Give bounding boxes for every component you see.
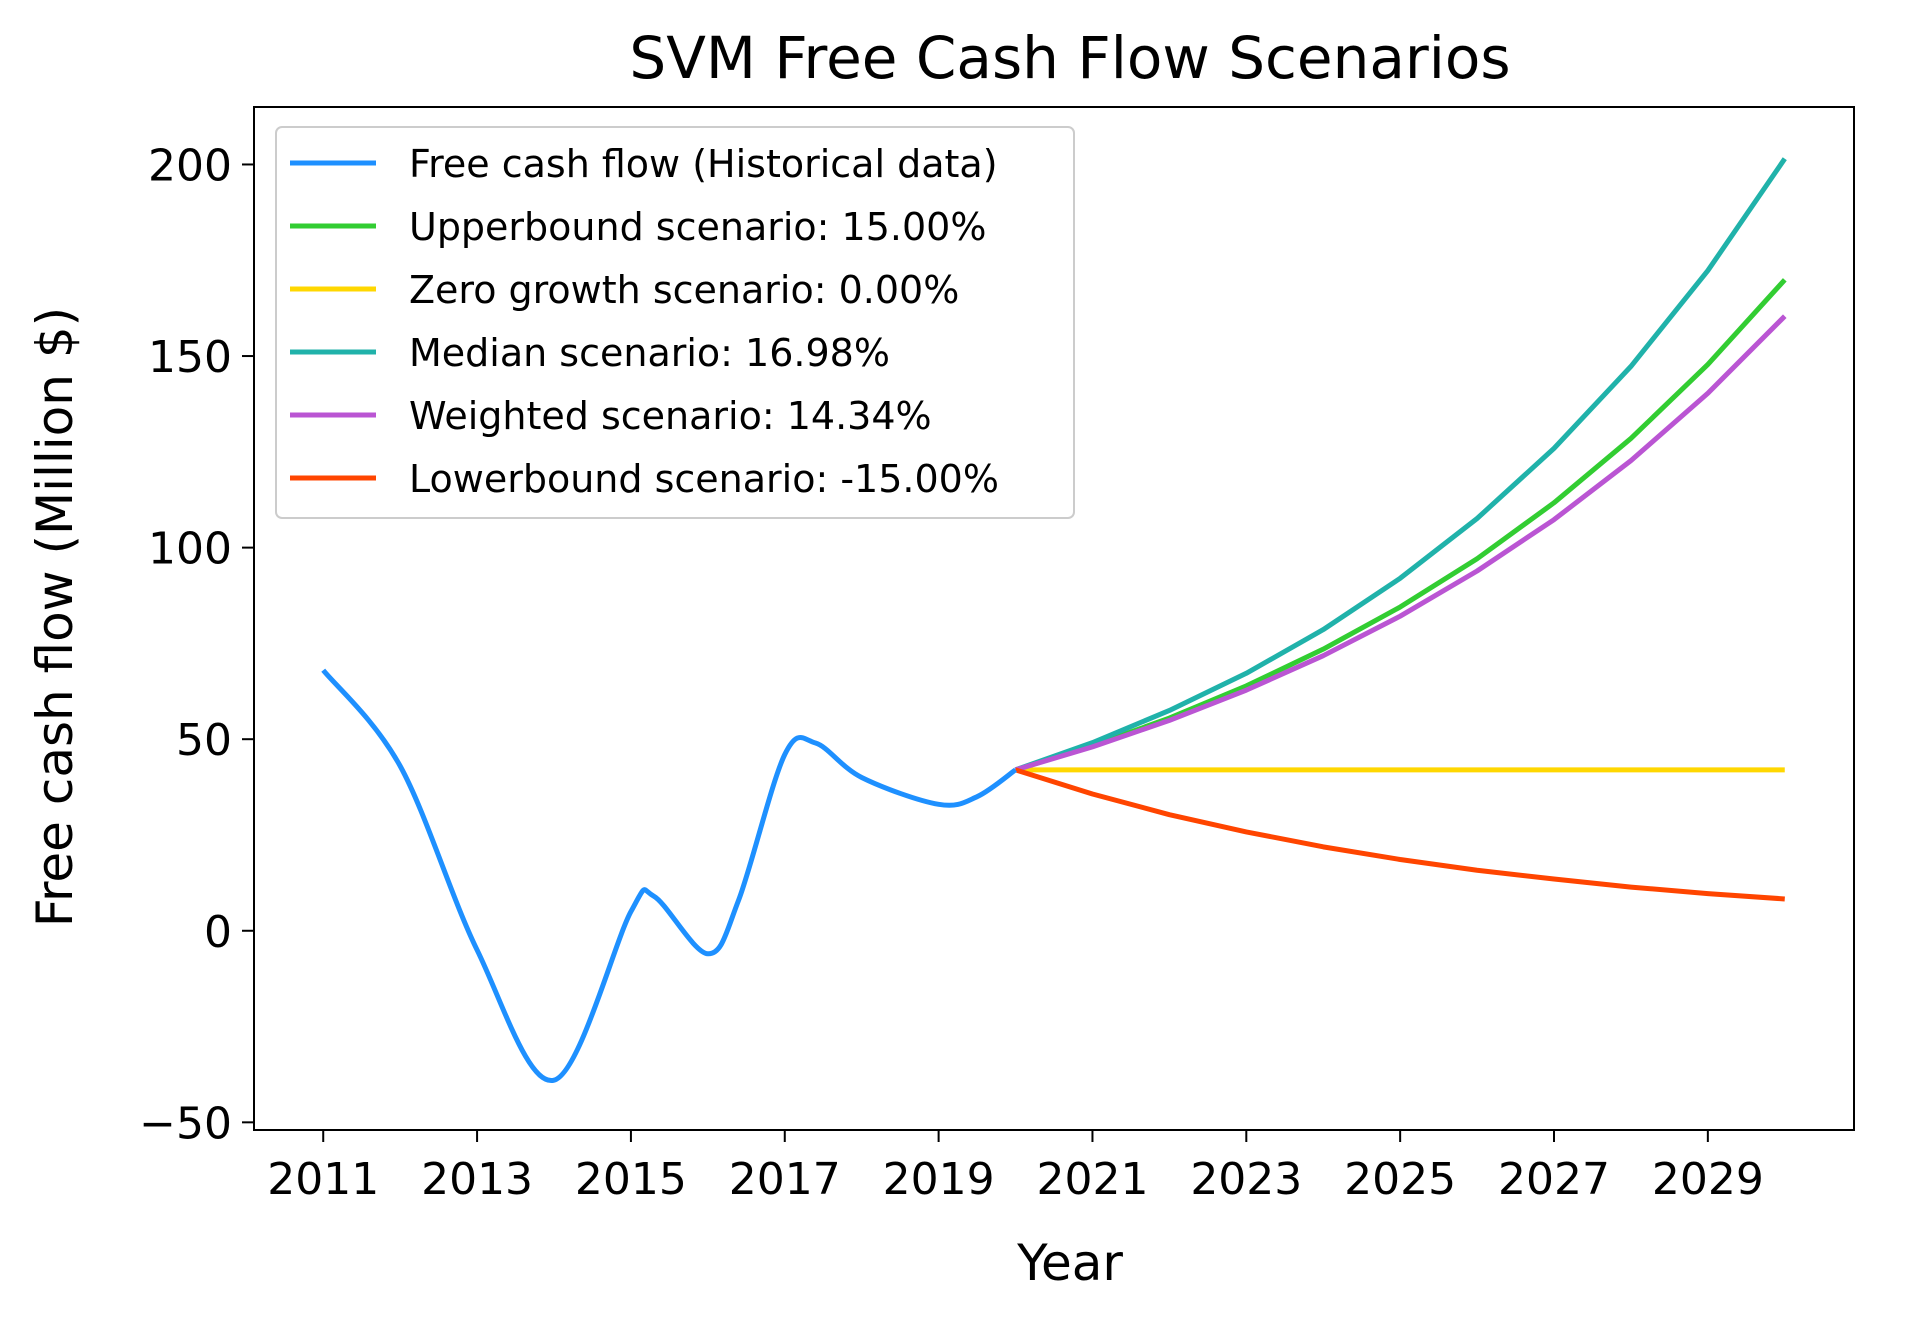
series-line-5 bbox=[1014, 767, 1785, 902]
legend-box bbox=[275, 126, 1075, 519]
x-tick-label: 2017 bbox=[729, 1154, 841, 1205]
x-tick-label: 2025 bbox=[1344, 1154, 1456, 1205]
plot-frame bbox=[253, 106, 1855, 1131]
legend-label: Weighted scenario: 14.34% bbox=[409, 394, 932, 438]
x-tick-label: 2011 bbox=[267, 1154, 379, 1205]
x-axis-label: Year bbox=[1016, 1234, 1123, 1292]
x-tick-label: 2021 bbox=[1036, 1154, 1148, 1205]
x-tick-label: 2029 bbox=[1652, 1154, 1764, 1205]
series-line-4 bbox=[1014, 314, 1787, 773]
y-tick-label: 150 bbox=[148, 332, 232, 383]
legend: Free cash flow (Historical data) Upperbou… bbox=[275, 126, 1075, 519]
y-ticks: −50 0 50 100 150 200 bbox=[139, 140, 254, 1149]
y-tick-label: 0 bbox=[204, 907, 232, 958]
y-tick-label: 50 bbox=[176, 715, 232, 766]
x-tick-label: 2013 bbox=[421, 1154, 533, 1205]
legend-label: Lowerbound scenario: -15.00% bbox=[409, 457, 999, 501]
legend-label: Free cash flow (Historical data) bbox=[409, 142, 998, 186]
x-tick-label: 2023 bbox=[1190, 1154, 1302, 1205]
series-layer bbox=[321, 157, 1787, 1083]
x-tick-label: 2015 bbox=[575, 1154, 687, 1205]
y-tick-label: −50 bbox=[139, 1098, 232, 1149]
series-line-0 bbox=[321, 668, 1018, 1083]
legend-label: Zero growth scenario: 0.00% bbox=[409, 268, 959, 312]
legend-label: Median scenario: 16.98% bbox=[409, 331, 890, 375]
legend-label: Upperbound scenario: 15.00% bbox=[409, 205, 986, 249]
y-tick-label: 100 bbox=[148, 524, 232, 575]
x-tick-label: 2019 bbox=[883, 1154, 995, 1205]
chart-title: SVM Free Cash Flow Scenarios bbox=[629, 24, 1510, 92]
y-tick-label: 200 bbox=[148, 140, 232, 191]
x-ticks: 2011 2013 2015 2017 2019 2021 2023 2025 2027 2029 bbox=[267, 1130, 1764, 1205]
y-axis-label: Free cash flow (Million $) bbox=[26, 307, 84, 927]
plot-area: 2011 2013 2015 2017 2019 2021 2023 2025 2027 2029… bbox=[139, 106, 1855, 1205]
x-tick-label: 2027 bbox=[1498, 1154, 1610, 1205]
series-line-3 bbox=[1014, 157, 1787, 773]
